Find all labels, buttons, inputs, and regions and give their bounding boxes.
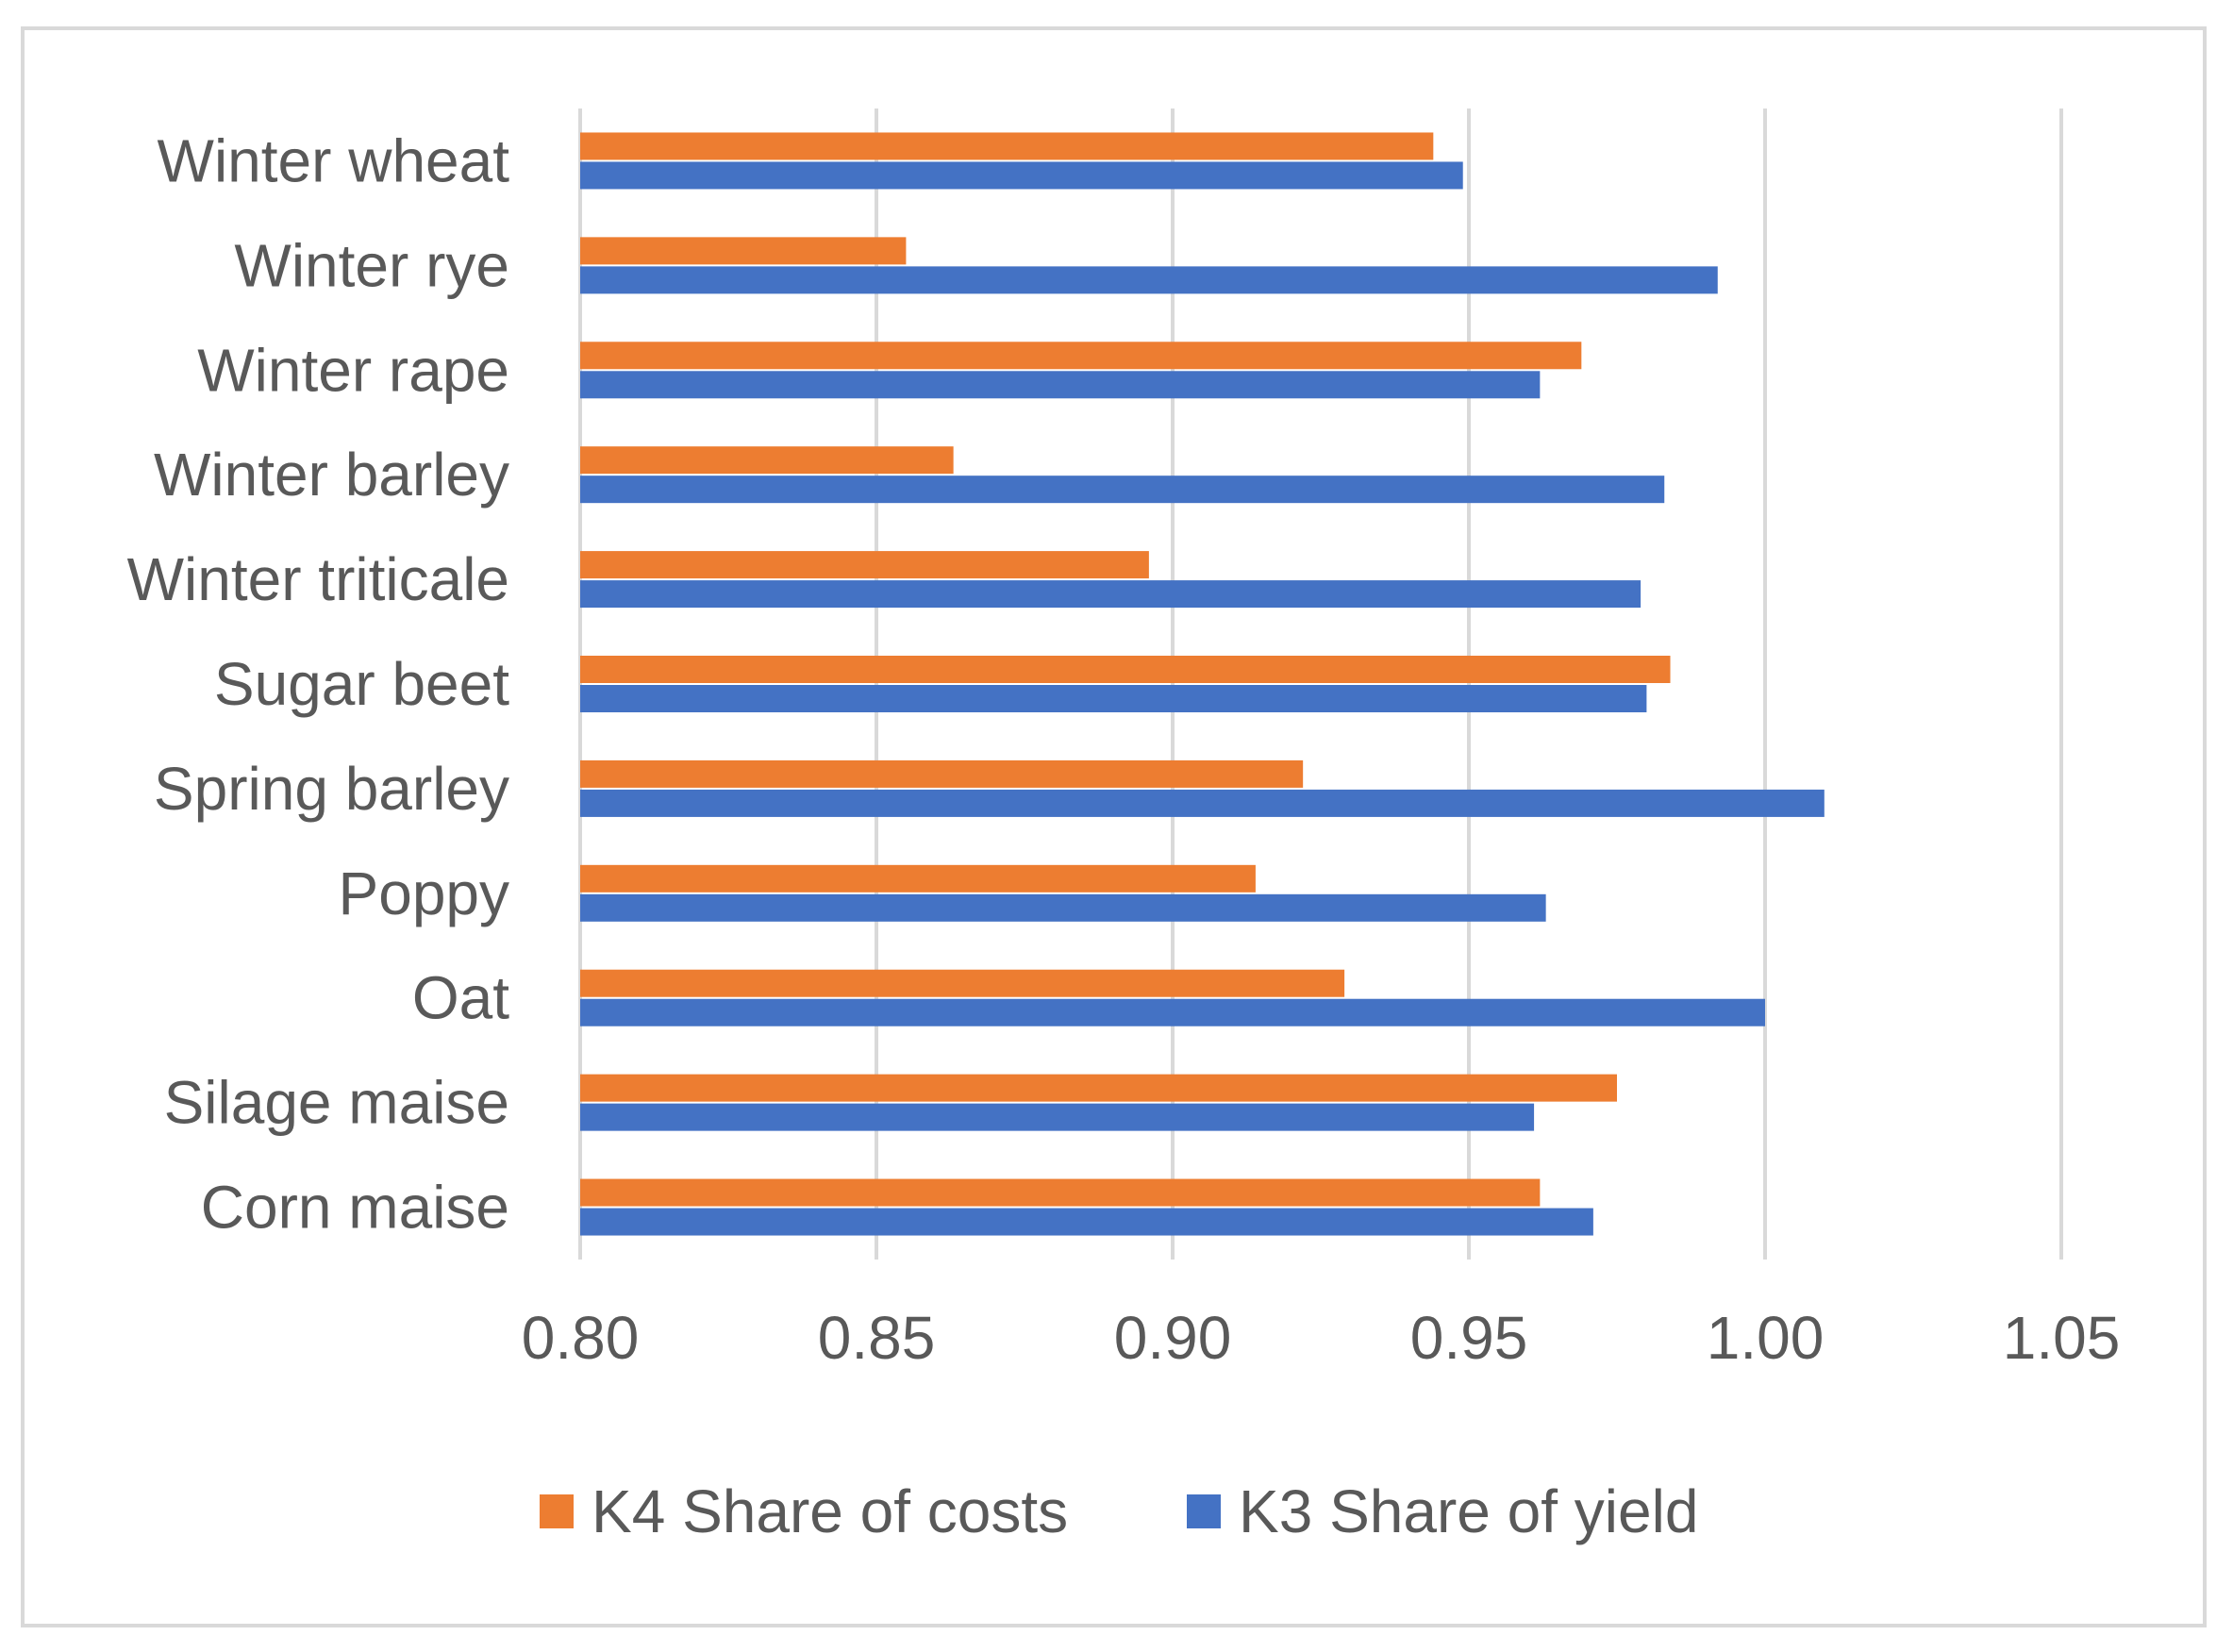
category-label: Winter wheat (158, 126, 510, 194)
bar-k3-silage-maise (580, 1103, 1535, 1131)
bar-k3-winter-barley (580, 476, 1665, 504)
bar-k4-sugar-beet (580, 656, 1671, 683)
bar-k4-silage-maise (580, 1074, 1617, 1102)
bar-k3-winter-triticale (580, 580, 1641, 609)
legend-item-k4-label: K4 Share of costs (592, 1477, 1068, 1545)
x-tick-label: 0.85 (818, 1304, 936, 1372)
bar-k3-winter-rye (580, 266, 1718, 294)
bars (580, 132, 1825, 1236)
bar-k4-winter-rye (580, 237, 907, 265)
category-label: Corn maise (201, 1174, 509, 1242)
bar-k4-poppy (580, 864, 1256, 893)
category-label: Winter rape (197, 336, 509, 404)
x-tick-label: 0.95 (1410, 1304, 1528, 1372)
bar-k3-corn-maise (580, 1208, 1593, 1236)
bar-k4-corn-maise (580, 1178, 1541, 1207)
bar-k3-poppy (580, 893, 1546, 922)
bar-k3-winter-rape (580, 371, 1541, 399)
bar-k4-winter-rape (580, 342, 1582, 370)
bar-k3-sugar-beet (580, 685, 1647, 712)
category-label: Winter triticale (127, 545, 509, 613)
x-tick-labels: 0.80 0.85 0.90 0.95 1.00 1.05 (522, 1304, 2121, 1372)
legend-item-k3-swatch (1187, 1494, 1221, 1528)
x-tick-label: 1.00 (1707, 1304, 1825, 1372)
x-tick-label: 0.80 (522, 1304, 640, 1372)
legend-item-k4-swatch (540, 1494, 574, 1528)
bar-k4-oat (580, 969, 1345, 997)
category-label: Silage maise (164, 1069, 509, 1137)
category-label: Spring barley (154, 755, 509, 823)
legend: K4 Share of costs K3 Share of yield (540, 1477, 1698, 1545)
x-tick-label: 0.90 (1114, 1304, 1232, 1372)
bar-k3-oat (580, 998, 1765, 1026)
category-label: Sugar beet (214, 650, 509, 718)
legend-item-k3-label: K3 Share of yield (1239, 1477, 1698, 1545)
bar-k4-spring-barley (580, 759, 1304, 788)
grid-lines (578, 108, 2063, 1260)
bar-k3-spring-barley (580, 789, 1825, 817)
bar-k3-winter-wheat (580, 161, 1463, 190)
category-labels: Winter wheat Winter rye Winter rape Winter … (127, 126, 510, 1241)
category-label: Winter barley (154, 441, 509, 509)
x-tick-label: 1.05 (2003, 1304, 2121, 1372)
category-label: Poppy (339, 859, 509, 927)
category-label: Oat (412, 964, 509, 1032)
bar-k4-winter-triticale (580, 551, 1149, 579)
bar-k4-winter-barley (580, 446, 954, 475)
bar-k4-winter-wheat (580, 132, 1434, 160)
category-label: Winter rye (234, 231, 509, 299)
